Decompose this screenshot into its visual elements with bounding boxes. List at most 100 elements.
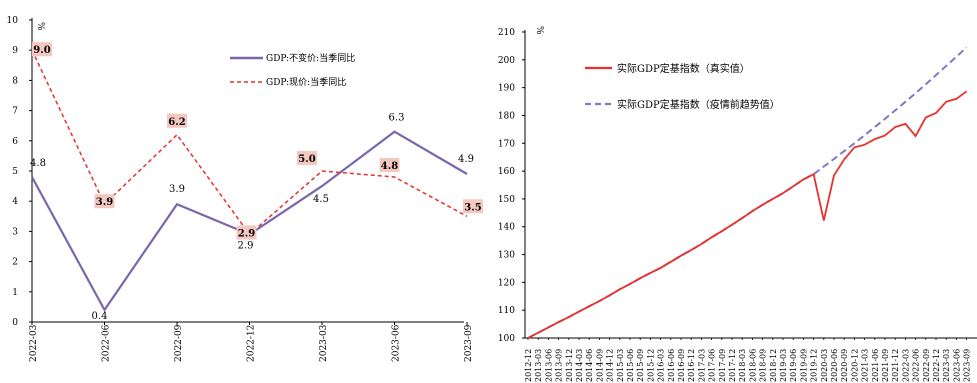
y-tick-label: 180: [498, 111, 515, 121]
x-tick-label: 2017-03: [697, 349, 706, 382]
x-tick-label: 2013-09: [555, 349, 564, 382]
y-unit-label: %: [35, 22, 45, 31]
x-tick-label: 2022-03: [29, 324, 39, 362]
x-tick-label: 2022-06: [102, 324, 112, 362]
legend-label-1: GDP:现价:当季同比: [266, 76, 346, 88]
x-tick-label: 2019-12: [810, 349, 819, 382]
x-tick-label: 2019-06: [789, 349, 798, 382]
y-tick-label: 160: [498, 167, 515, 177]
y-tick-label: 190: [498, 84, 515, 94]
y-tick-label: 210: [498, 28, 515, 38]
y-tick-label: 140: [498, 223, 515, 233]
x-tick-label: 2014-03: [575, 349, 584, 382]
x-tick-label: 2018-12: [769, 349, 778, 382]
x-tick-label: 2014-06: [585, 349, 594, 382]
y-tick-label: 130: [498, 251, 515, 261]
x-tick-label: 2023-09: [464, 324, 474, 362]
series-line-trend: [527, 46, 968, 339]
x-tick-label: 2023-03: [942, 349, 951, 382]
x-tick-label: 2015-06: [626, 349, 635, 382]
y-tick-label: 120: [498, 278, 515, 288]
y-tick-label: 2: [12, 258, 18, 268]
data-label-box-current-price: [167, 113, 187, 128]
x-tick-label: 2022-09: [174, 324, 184, 362]
x-tick-label: 2017-09: [718, 349, 727, 382]
data-label-constant-price: 4.9: [458, 154, 474, 165]
x-tick-label: 2015-09: [636, 349, 645, 382]
x-tick-label: 2017-12: [728, 349, 737, 382]
x-tick-label: 2019-09: [799, 349, 808, 382]
data-label-constant-price: 0.4: [92, 311, 108, 322]
x-tick-label: 2018-06: [748, 349, 757, 382]
data-label-box-current-price: [236, 225, 257, 240]
y-tick-label: 8: [12, 76, 18, 86]
y-tick-label: 100: [498, 334, 515, 344]
x-tick-label: 2018-09: [759, 349, 768, 382]
data-label-constant-price: 3.9: [169, 184, 185, 195]
data-label-current-price: 3.9: [96, 197, 113, 208]
x-tick-label: 2014-12: [606, 349, 615, 382]
x-tick-label: 2013-12: [565, 349, 574, 382]
y-tick-label: 4: [12, 197, 18, 207]
data-label-constant-price: 4.5: [313, 194, 329, 205]
x-tick-label: 2017-06: [708, 349, 717, 382]
x-tick-label: 2022-12: [932, 349, 941, 382]
data-label-box-current-price: [297, 151, 317, 165]
data-label-box-current-price: [463, 199, 483, 214]
x-tick-label: 2020-09: [840, 349, 849, 382]
data-label-current-price: 5.0: [298, 154, 315, 165]
x-tick-label: 2022-03: [901, 349, 910, 382]
y-tick-label: 200: [498, 56, 515, 66]
y-tick-label: 5: [12, 167, 18, 177]
data-label-current-price: 3.5: [464, 202, 481, 213]
data-label-constant-price: 2.9: [238, 240, 254, 251]
data-label-current-price: 9.0: [33, 45, 50, 56]
data-label-box-current-price: [32, 42, 52, 57]
x-tick-label: 2012-12: [524, 349, 533, 382]
x-tick-label: 2022-09: [922, 349, 931, 382]
x-tick-label: 2021-03: [861, 349, 870, 382]
x-tick-label: 2020-06: [830, 349, 839, 382]
data-label-current-price: 2.9: [238, 228, 255, 239]
x-tick-label: 2015-03: [616, 349, 625, 382]
y-tick-label: 10: [7, 16, 19, 26]
series-line-actual: [527, 90, 968, 339]
legend-label-1: 实际GDP定基指数（疫情前趋势值）: [617, 98, 780, 111]
x-tick-label: 2021-06: [871, 349, 880, 382]
y-tick-label: 110: [498, 306, 515, 316]
x-tick-label: 2013-06: [544, 349, 553, 382]
x-tick-label: 2023-06: [392, 324, 402, 362]
y-tick-label: 9: [12, 46, 18, 56]
y-tick-label: 6: [12, 137, 18, 147]
x-tick-label: 2021-09: [881, 349, 890, 382]
y-tick-label: 1: [12, 288, 18, 298]
x-tick-label: 2018-03: [738, 349, 747, 382]
data-label-constant-price: 6.3: [389, 113, 405, 124]
x-tick-label: 2020-12: [850, 349, 859, 382]
x-tick-label: 2013-03: [534, 349, 543, 382]
y-tick-label: 0: [12, 318, 18, 328]
y-tick-label: 3: [12, 227, 18, 237]
x-tick-label: 2014-09: [595, 349, 604, 382]
x-tick-label: 2016-09: [677, 349, 686, 382]
x-tick-label: 2023-03: [319, 324, 329, 362]
data-label-constant-price: 4.8: [30, 158, 46, 169]
data-label-box-current-price: [379, 158, 400, 173]
x-tick-label: 2020-03: [820, 349, 829, 382]
data-label-current-price: 4.8: [381, 161, 398, 172]
x-tick-label: 2023-09: [963, 349, 972, 382]
x-tick-label: 2019-03: [779, 349, 788, 382]
x-tick-label: 2015-12: [646, 349, 655, 382]
x-tick-label: 2016-12: [687, 349, 696, 382]
legend-label-0: GDP:不变价:当季同比: [266, 52, 355, 64]
x-tick-label: 2021-12: [891, 349, 900, 382]
x-tick-label: 2023-06: [952, 349, 961, 382]
y-tick-label: 170: [498, 139, 515, 149]
data-label-current-price: 6.2: [168, 117, 185, 128]
x-tick-label: 2022-12: [247, 325, 257, 362]
data-label-box-current-price: [94, 194, 115, 209]
y-unit-label: %: [534, 26, 544, 35]
y-tick-label: 150: [498, 195, 515, 205]
x-tick-label: 2016-03: [657, 349, 666, 382]
